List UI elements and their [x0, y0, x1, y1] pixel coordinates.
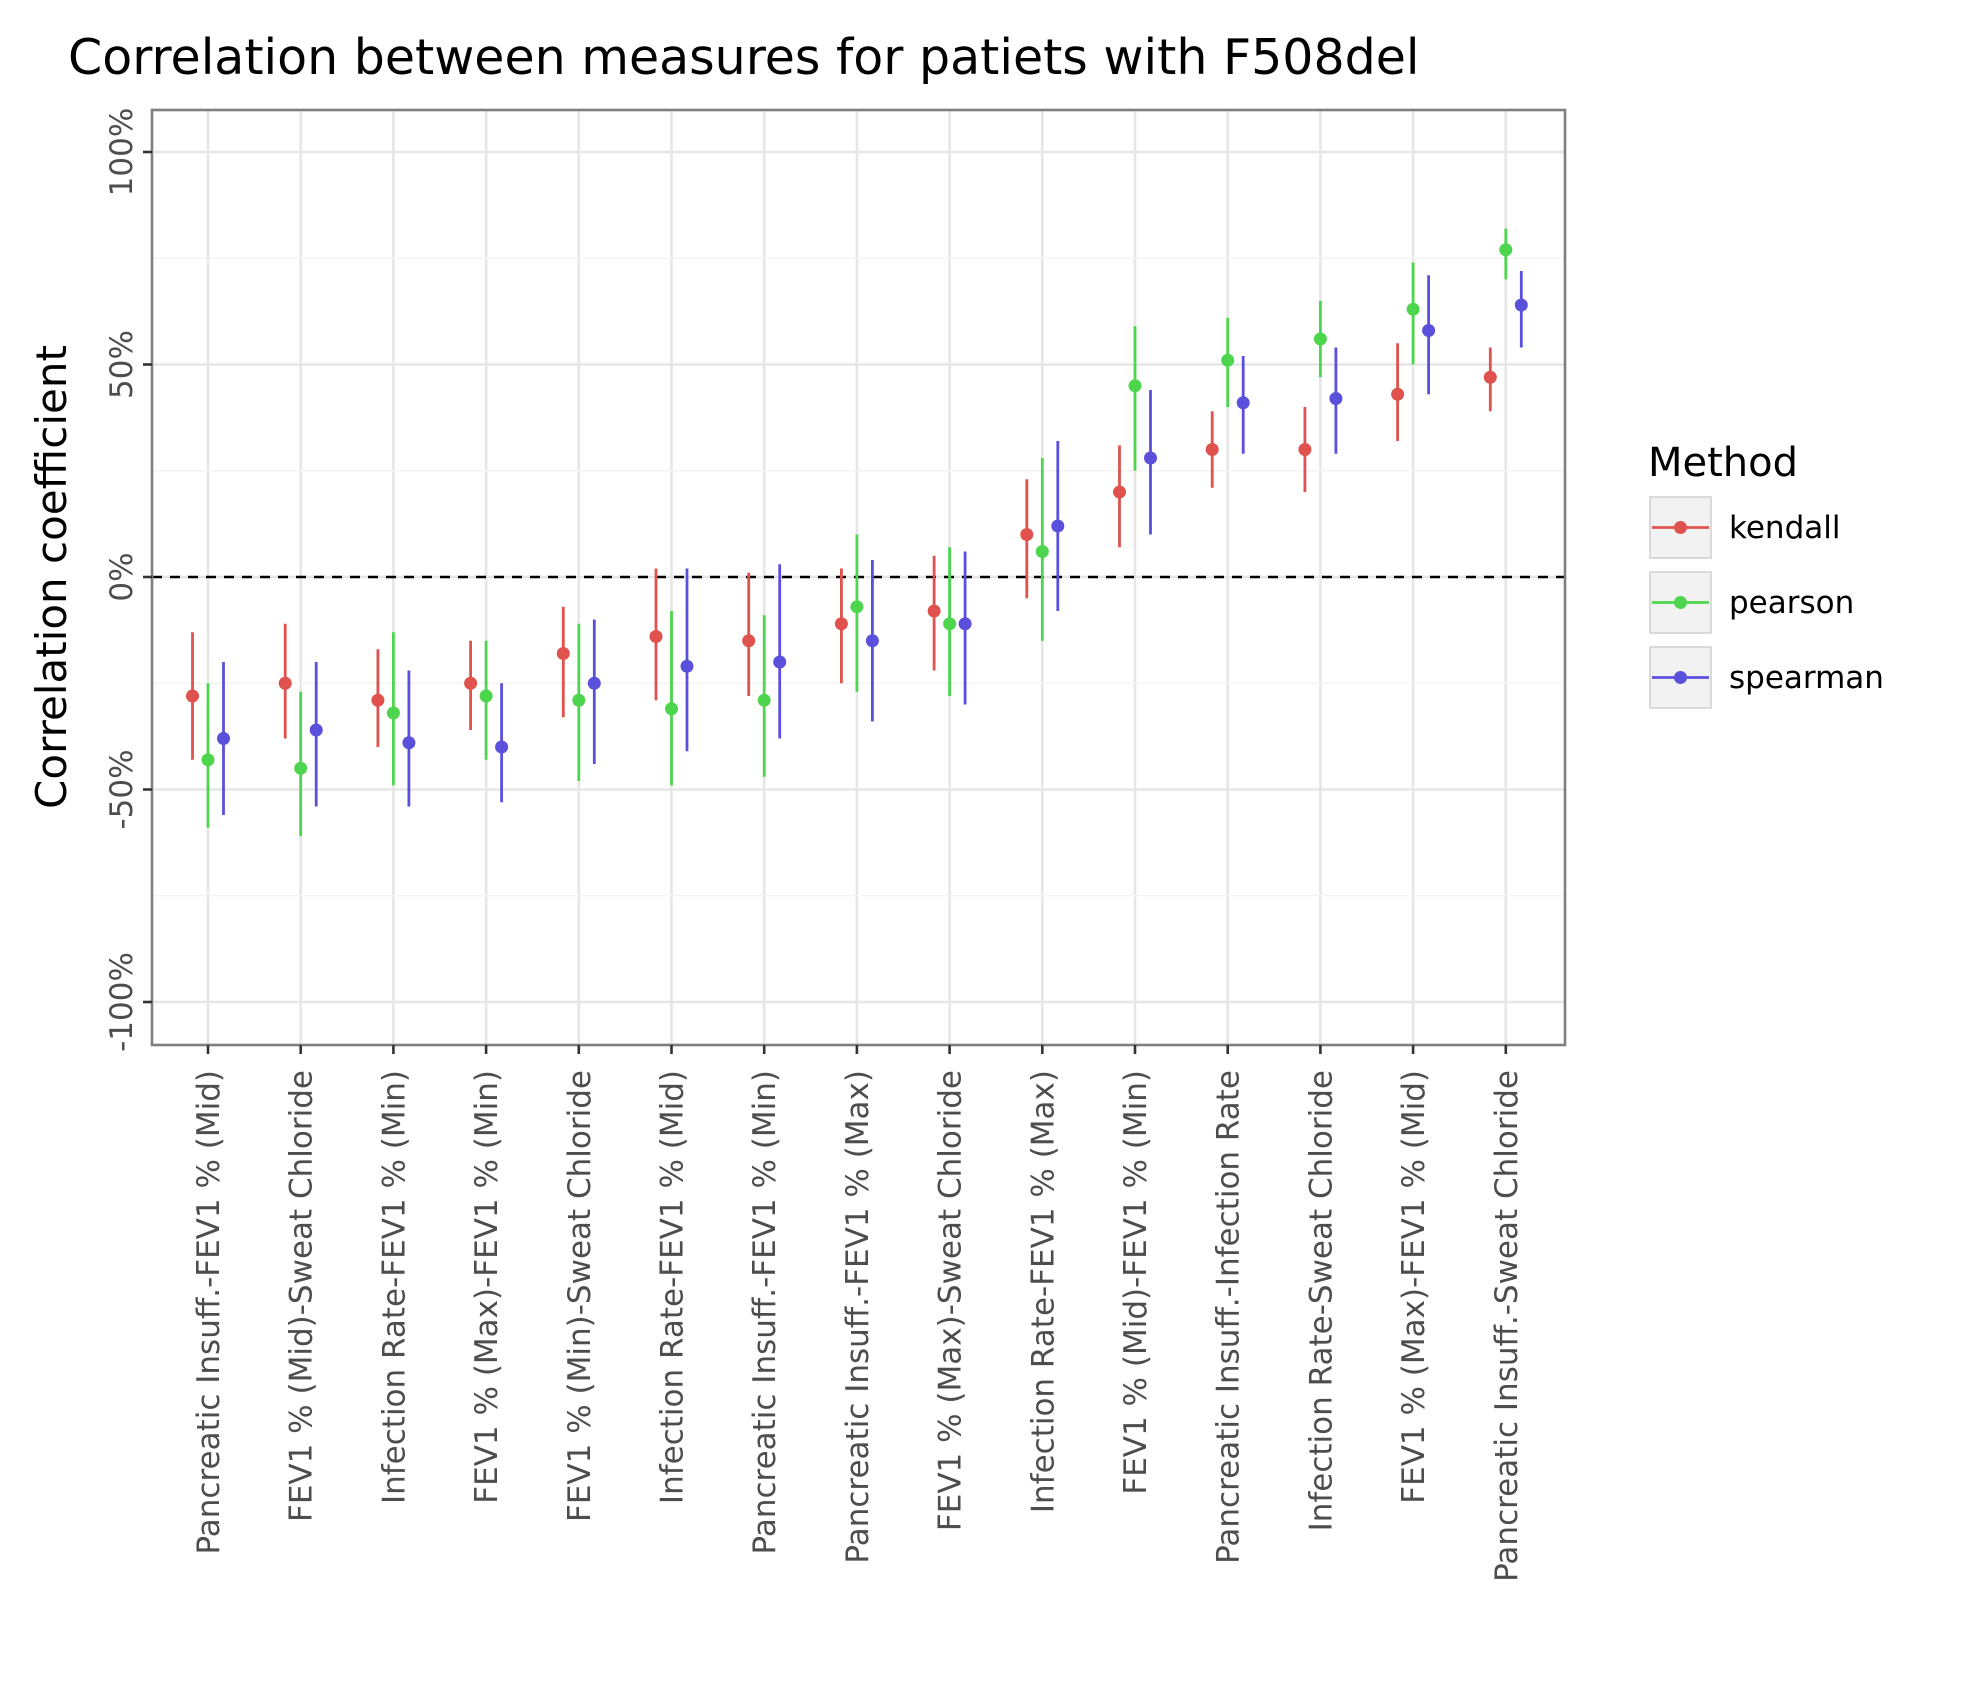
y-tick-label: -100%: [104, 952, 140, 1052]
x-tick-label: FEV1 % (Max)-Sweat Chloride: [933, 1070, 969, 1531]
x-tick-label: FEV1 % (Max)-FEV1 % (Min): [469, 1070, 505, 1504]
point-pearson: [386, 706, 400, 720]
point-spearman: [1329, 392, 1343, 405]
x-tick-label: Pancreatic Insuff.-FEV1 % (Max): [840, 1070, 876, 1564]
point-pearson: [665, 702, 678, 716]
point-pearson: [479, 689, 493, 703]
x-tick-label: FEV1 % (Max)-FEV1 % (Mid): [1396, 1070, 1432, 1504]
point-kendall: [1020, 528, 1034, 541]
point-spearman: [1236, 396, 1250, 410]
y-tick-label: 50%: [104, 330, 140, 399]
x-tick-label: Infection Rate-FEV1 % (Mid): [655, 1070, 691, 1504]
point-kendall: [464, 676, 478, 690]
x-tick-label: Pancreatic Insuff.-FEV1 % (Mid): [191, 1070, 227, 1555]
legend-label-pearson: pearson: [1729, 585, 1854, 621]
point-spearman: [309, 723, 323, 737]
legend-label-kendall: kendall: [1729, 510, 1840, 546]
point-pearson: [294, 761, 308, 775]
point-spearman: [495, 740, 509, 754]
x-tick-label: Infection Rate-FEV1 % (Max): [1025, 1070, 1061, 1513]
point-pearson: [572, 693, 586, 707]
point-pearson: [850, 600, 864, 614]
point-spearman: [1422, 324, 1436, 337]
point-kendall: [649, 630, 663, 643]
x-tick-label: Pancreatic Insuff.-Sweat Chloride: [1489, 1070, 1525, 1582]
legend-point-spearman: [1674, 671, 1687, 684]
point-kendall: [278, 676, 292, 690]
point-kendall: [1391, 387, 1405, 401]
point-pearson: [1406, 302, 1420, 316]
legend-point-pearson: [1674, 596, 1687, 609]
point-kendall: [834, 617, 848, 631]
y-axis-title: Correlation coefficient: [27, 345, 76, 809]
x-tick-label: FEV1 % (Mid)-FEV1 % (Min): [1118, 1070, 1154, 1495]
legend-point-kendall: [1674, 521, 1687, 534]
point-spearman: [1144, 451, 1157, 465]
legend: Method kendall pearson spearman: [1648, 440, 1884, 709]
point-spearman: [587, 676, 601, 690]
point-spearman: [958, 617, 972, 631]
gridlines-minor: [152, 257, 1565, 897]
y-tick-label: -50%: [104, 749, 140, 829]
x-tick-label: Infection Rate-Sweat Chloride: [1303, 1070, 1339, 1531]
point-kendall: [742, 634, 756, 648]
x-tick-label: FEV1 % (Min)-Sweat Chloride: [562, 1070, 598, 1522]
point-spearman: [217, 732, 230, 745]
point-spearman: [1051, 519, 1065, 533]
point-kendall: [1483, 370, 1497, 384]
point-spearman: [680, 659, 694, 673]
point-spearman: [1514, 298, 1528, 312]
point-pearson: [943, 617, 957, 631]
point-kendall: [927, 604, 941, 618]
x-tick-label: FEV1 % (Mid)-Sweat Chloride: [284, 1070, 320, 1522]
point-kendall: [186, 689, 199, 703]
point-pearson: [757, 693, 771, 707]
point-kendall: [371, 693, 385, 707]
point-kendall: [1298, 443, 1312, 456]
x-tick-label: Infection Rate-FEV1 % (Min): [376, 1070, 412, 1504]
point-pearson: [1035, 545, 1049, 558]
point-kendall: [556, 647, 570, 660]
y-tick-label: 0%: [104, 552, 140, 601]
legend-title: Method: [1648, 440, 1798, 486]
legend-label-spearman: spearman: [1729, 660, 1884, 696]
point-spearman: [865, 634, 879, 648]
data-marks: [186, 228, 1528, 837]
point-spearman: [773, 655, 787, 669]
point-pearson: [1499, 243, 1513, 257]
point-kendall: [1205, 443, 1219, 456]
point-pearson: [1313, 332, 1327, 346]
point-spearman: [402, 736, 416, 750]
x-tick-label: Pancreatic Insuff.-Infection Rate: [1211, 1070, 1247, 1564]
x-axis: Pancreatic Insuff.-FEV1 % (Mid) FEV1 % (M…: [191, 1045, 1525, 1582]
point-pearson: [1128, 379, 1142, 393]
y-tick-label: 100%: [104, 108, 140, 197]
x-tick-label: Pancreatic Insuff.-FEV1 % (Min): [747, 1070, 783, 1554]
y-axis: -100% -50% 0% 50% 100%: [104, 108, 152, 1052]
chart-title: Correlation between measures for patiets…: [68, 29, 1420, 86]
point-pearson: [1221, 353, 1235, 367]
point-kendall: [1113, 485, 1126, 499]
point-pearson: [201, 753, 215, 767]
